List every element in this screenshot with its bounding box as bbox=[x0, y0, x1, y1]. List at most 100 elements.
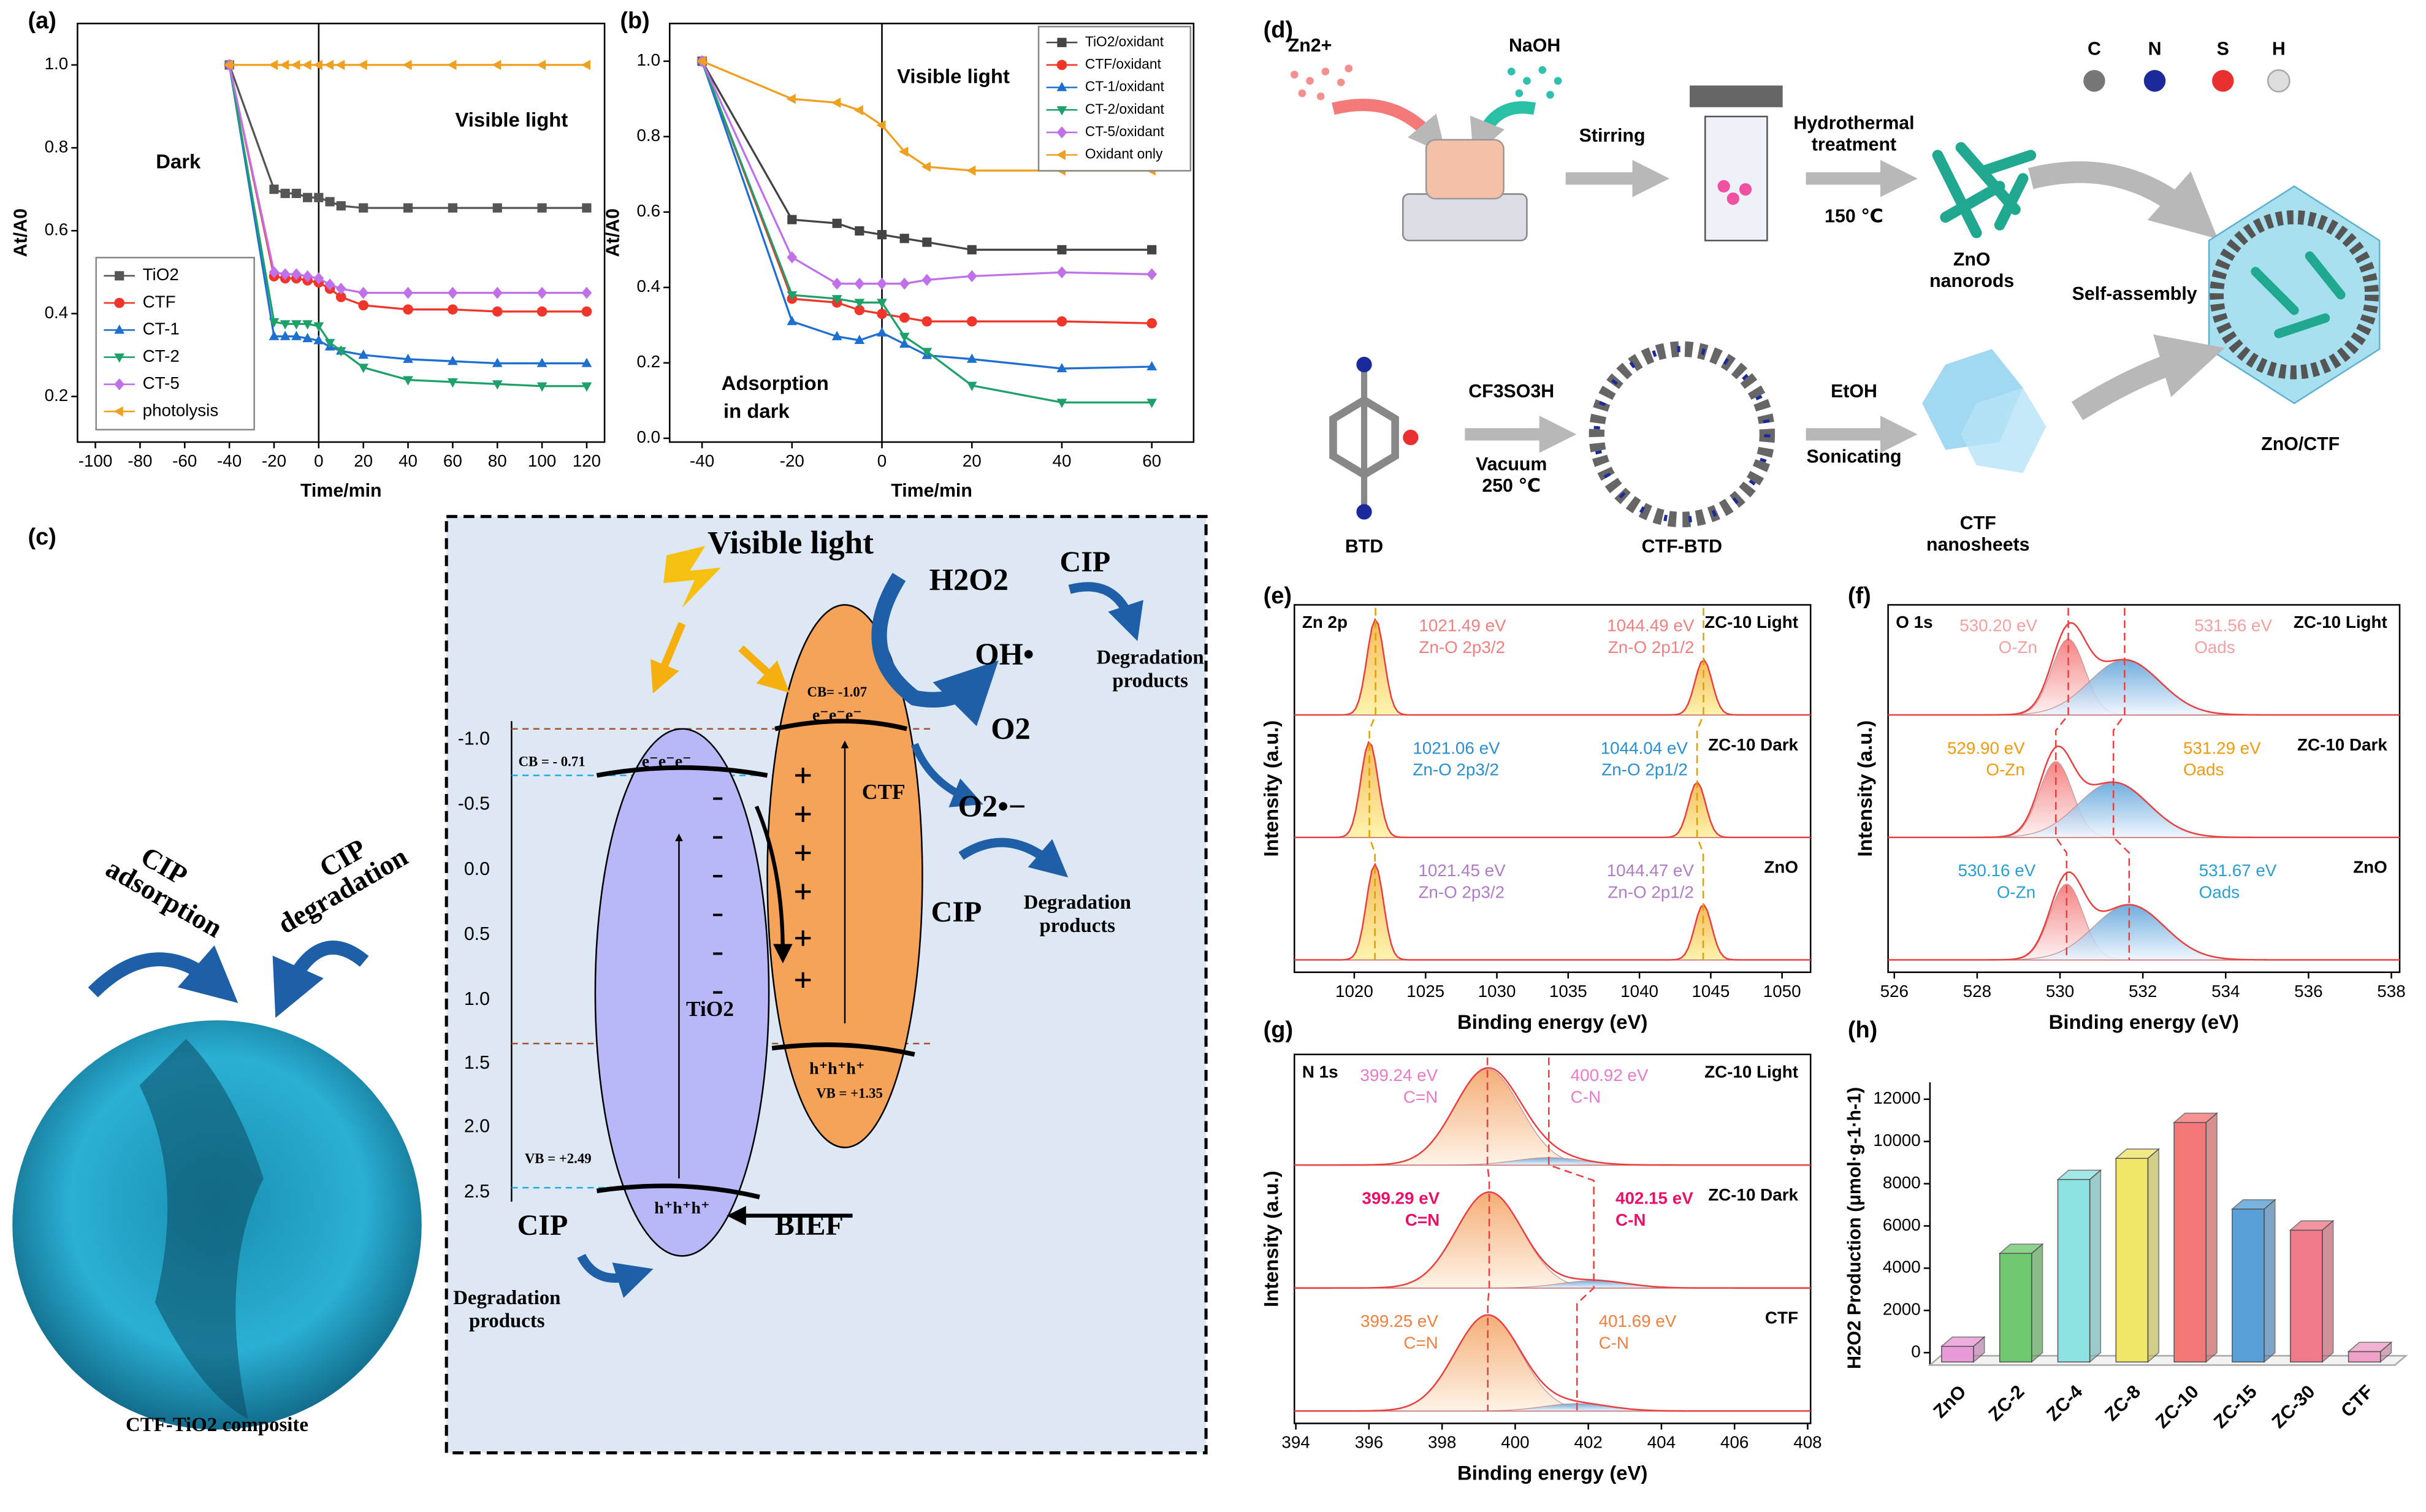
scheme-text: H2O2 bbox=[929, 563, 1009, 597]
marker bbox=[492, 357, 503, 367]
bar bbox=[2115, 1158, 2149, 1363]
x-tick-label: 1035 bbox=[1549, 982, 1587, 1001]
energy-tick-label: 0.5 bbox=[464, 924, 490, 944]
envelope bbox=[1294, 862, 1811, 961]
x-tick-label: 400 bbox=[1501, 1433, 1529, 1452]
envelope bbox=[1294, 1067, 1811, 1166]
marker bbox=[358, 349, 369, 359]
y-tick-label: 0.2 bbox=[636, 352, 660, 371]
legend-label: CTF bbox=[143, 292, 176, 311]
x-tick-label: 528 bbox=[1963, 982, 1991, 1001]
envelope bbox=[1888, 745, 2400, 839]
scheme-text: H bbox=[2272, 39, 2286, 59]
trace-name: ZnO bbox=[1764, 858, 1798, 877]
marker bbox=[832, 218, 842, 228]
marker bbox=[358, 286, 369, 299]
marker bbox=[357, 59, 367, 71]
peak-guide bbox=[2054, 608, 2069, 960]
peak-label: 531.29 eV bbox=[2183, 738, 2261, 757]
peak-label: 400.92 eV bbox=[1571, 1066, 1649, 1085]
reaction-arrow bbox=[871, 573, 999, 727]
scheme-text: CTF-BTD bbox=[1642, 536, 1722, 557]
envelope bbox=[1888, 622, 2400, 716]
marker bbox=[336, 201, 346, 211]
marker bbox=[114, 378, 125, 391]
legend-label: CT-5 bbox=[143, 373, 180, 392]
y-tick-label: 0.8 bbox=[636, 126, 660, 145]
marker bbox=[1146, 318, 1158, 329]
marker bbox=[448, 203, 457, 213]
marker bbox=[899, 312, 910, 323]
species-label: Zn-O 2p3/2 bbox=[1419, 638, 1505, 657]
x-tick-label: 538 bbox=[2377, 982, 2405, 1001]
plot-frame bbox=[1293, 1053, 1812, 1424]
envelope bbox=[1294, 1191, 1811, 1289]
marker bbox=[403, 286, 413, 299]
series-line bbox=[701, 61, 1152, 324]
ctf-cb bbox=[774, 719, 908, 731]
marker bbox=[313, 59, 322, 71]
composite-texture bbox=[139, 1039, 264, 1419]
scheme-text: O2 bbox=[991, 711, 1031, 746]
energy-tick-label: 2.5 bbox=[464, 1182, 490, 1202]
marker bbox=[966, 165, 976, 176]
marker bbox=[269, 185, 279, 194]
peak-label: 399.25 eV bbox=[1360, 1312, 1438, 1331]
marker bbox=[268, 59, 278, 71]
scheme-text: 250 ℃ bbox=[1482, 476, 1541, 496]
ctf-btd-nitrogens bbox=[1593, 346, 1771, 523]
x-tick-label: -80 bbox=[128, 451, 152, 470]
x-tick-label: 1040 bbox=[1620, 982, 1658, 1001]
bar bbox=[2290, 1229, 2323, 1363]
peak-label: 531.56 eV bbox=[2194, 616, 2272, 635]
reaction-arrow bbox=[577, 1253, 654, 1298]
marker bbox=[536, 382, 547, 392]
marker bbox=[1056, 150, 1066, 160]
x-tick-label: 20 bbox=[354, 451, 373, 470]
marker bbox=[877, 299, 887, 308]
marker bbox=[448, 304, 458, 315]
core-level: Zn 2p bbox=[1302, 613, 1348, 632]
marker bbox=[831, 277, 842, 290]
scheme-text: products bbox=[1112, 670, 1188, 692]
marker bbox=[335, 292, 346, 302]
peak-label: 1021.45 eV bbox=[1418, 861, 1506, 880]
x-tick-label: 1025 bbox=[1406, 982, 1444, 1001]
energy-tick-label: 1.0 bbox=[464, 989, 490, 1009]
x-tick-label: 120 bbox=[573, 451, 601, 470]
x-axis-label: Binding energy (eV) bbox=[1457, 1462, 1647, 1484]
marker bbox=[403, 353, 413, 363]
panel-label: (b) bbox=[620, 8, 649, 34]
marker bbox=[582, 203, 592, 213]
trace-name: ZC-10 Dark bbox=[1708, 1185, 1798, 1204]
y-tick-label: 1.0 bbox=[45, 54, 69, 73]
species-label: Oads bbox=[2194, 638, 2235, 657]
envelope bbox=[1294, 741, 1811, 839]
marker bbox=[325, 197, 335, 207]
scheme-text: N bbox=[2148, 39, 2162, 59]
scheme-text: Vacuum bbox=[1476, 454, 1547, 475]
marker bbox=[1057, 245, 1067, 254]
marker bbox=[899, 147, 909, 157]
species-label: C-N bbox=[1599, 1334, 1629, 1353]
legend-label: CT-1 bbox=[143, 319, 180, 338]
panel-label: (h) bbox=[1848, 1017, 1877, 1043]
x-tick-label: ZC-2 bbox=[1985, 1381, 2028, 1425]
series-line bbox=[701, 61, 1152, 370]
marker bbox=[1056, 126, 1067, 139]
x-tick-label: 0 bbox=[314, 451, 323, 470]
x-tick-label: ZC-8 bbox=[2101, 1381, 2145, 1425]
peak-label: 530.20 eV bbox=[1959, 616, 2037, 635]
feed-arrow bbox=[1332, 99, 1446, 155]
light-arrow bbox=[650, 622, 686, 694]
marker bbox=[876, 120, 886, 131]
scheme-text: C bbox=[2088, 39, 2101, 59]
energy-tick-label: 2.0 bbox=[464, 1117, 490, 1137]
marker bbox=[921, 316, 933, 327]
marker bbox=[291, 268, 302, 281]
marker bbox=[854, 305, 865, 316]
x-tick-label: 60 bbox=[443, 451, 462, 470]
marker bbox=[855, 226, 864, 236]
scheme-text: VB = +2.49 bbox=[525, 1151, 592, 1166]
scheme-text: e⁻e⁻e⁻ bbox=[812, 706, 862, 725]
